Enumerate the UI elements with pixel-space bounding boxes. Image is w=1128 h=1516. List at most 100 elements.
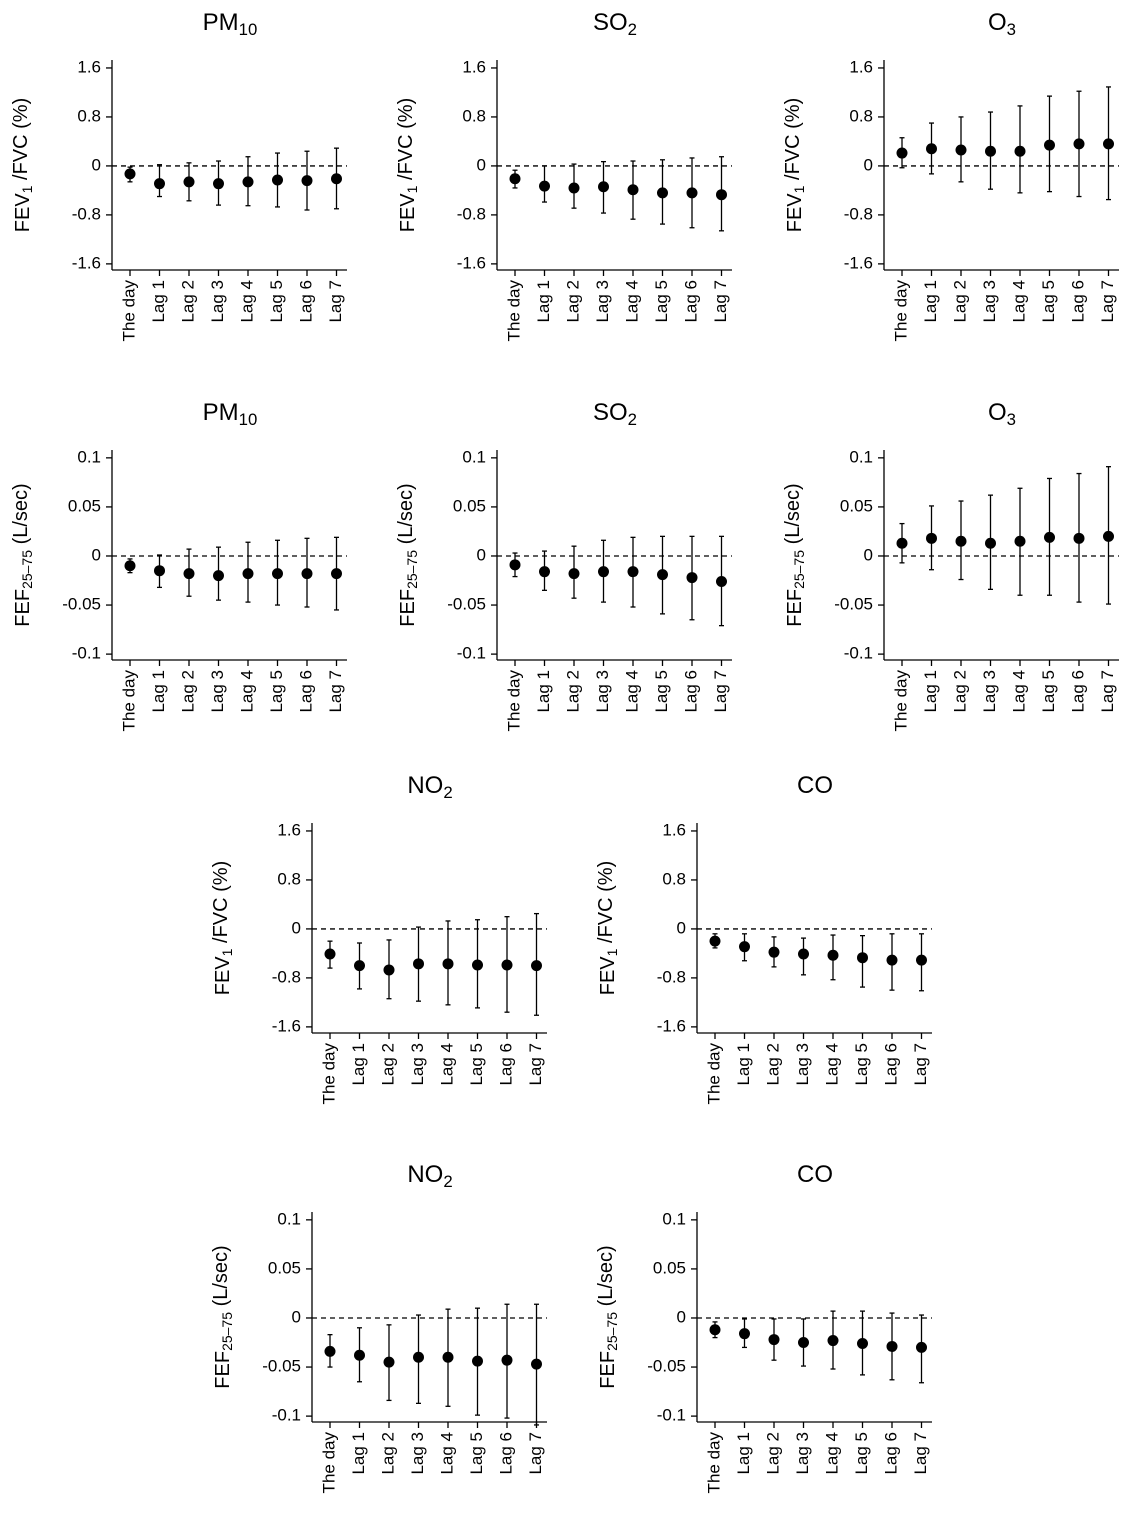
y-axis-label: FEF25–75 (L/sec) [210, 1245, 234, 1388]
point [955, 144, 967, 156]
x-tick-label: Lag 3 [208, 670, 227, 713]
x-tick-label: Lag 3 [793, 1432, 812, 1475]
x-tick-label: Lag 6 [681, 280, 700, 323]
y-tick-label: -0.8 [272, 967, 301, 986]
x-tick-label: Lag 7 [526, 1043, 545, 1086]
point [1044, 531, 1055, 543]
y-tick-label: 0 [677, 1307, 686, 1326]
chart-title: O3 [988, 399, 1016, 429]
point [716, 189, 727, 201]
x-tick-label: Lag 7 [326, 670, 345, 713]
x-tick-label: The day [504, 670, 523, 732]
x-tick-label: The day [119, 670, 138, 732]
x-tick-label: Lag 6 [1068, 670, 1087, 713]
y-tick-label: -1.6 [72, 253, 101, 272]
x-tick-label: Lag 1 [349, 1043, 368, 1086]
point [539, 180, 550, 192]
x-tick-label: Lag 6 [496, 1432, 515, 1475]
chart-title-part: O [988, 9, 1007, 36]
y-tick-label: -0.1 [72, 644, 101, 663]
y-axis-label-part: FEV [397, 193, 419, 233]
x-tick-label: Lag 4 [822, 1432, 841, 1475]
point [985, 537, 996, 549]
point [324, 948, 336, 960]
chart-title-part: SO [593, 9, 628, 36]
chart-title-part: 2 [628, 20, 637, 39]
y-tick-label: 1.6 [462, 57, 486, 76]
y-tick-label: -0.05 [647, 1357, 686, 1376]
x-tick-label: Lag 7 [1098, 670, 1117, 713]
x-tick-label: Lag 5 [652, 280, 671, 323]
y-tick-label: 0.8 [77, 106, 101, 125]
chart-title-part: 3 [1007, 20, 1016, 39]
point [442, 1351, 454, 1363]
x-tick-label: Lag 6 [296, 280, 315, 323]
point [896, 537, 908, 549]
point [926, 532, 937, 544]
point [857, 1337, 868, 1349]
x-tick-label: Lag 4 [1009, 280, 1028, 323]
chart-title-part: CO [797, 772, 833, 799]
point [213, 178, 224, 190]
y-axis-label-part: FEV [12, 193, 34, 233]
x-tick-label: Lag 4 [437, 1432, 456, 1475]
chart-title-part: 10 [239, 410, 258, 429]
point [739, 1328, 750, 1340]
chart-title-part: 2 [443, 783, 452, 802]
x-tick-label: Lag 6 [496, 1043, 515, 1086]
chart-title-part: NO [407, 772, 443, 799]
x-tick-label: Lag 2 [763, 1432, 782, 1475]
point [1103, 530, 1114, 542]
x-tick-label: Lag 5 [267, 670, 286, 713]
x-tick-label: Lag 5 [652, 670, 671, 713]
y-axis-label-part: FEV [212, 956, 234, 996]
x-tick-label: The day [319, 1043, 338, 1105]
point [739, 941, 750, 953]
y-tick-label: 0.8 [849, 106, 873, 125]
chart-title-part: 10 [239, 20, 258, 39]
x-tick-label: Lag 4 [622, 280, 641, 323]
x-tick-label: Lag 3 [793, 1043, 812, 1086]
y-tick-label: 1.6 [277, 820, 301, 839]
y-tick-label: 0.1 [462, 447, 486, 466]
point [598, 181, 609, 193]
y-axis-label-part: 1 [404, 185, 420, 193]
x-tick-label: The day [504, 280, 523, 342]
y-tick-label: 0.05 [653, 1258, 686, 1277]
point [627, 566, 639, 578]
y-axis-label-part: (L/sec) [782, 483, 804, 550]
chart-title-part: PM [203, 9, 239, 36]
x-tick-label: Lag 2 [563, 670, 582, 713]
x-tick-label: Lag 7 [326, 280, 345, 323]
x-tick-label: Lag 7 [711, 280, 730, 323]
point [709, 935, 721, 947]
y-tick-label: 0 [92, 155, 101, 174]
point [657, 569, 668, 581]
point [798, 1337, 809, 1349]
x-tick-label: Lag 6 [881, 1043, 900, 1086]
x-tick-label: Lag 4 [1009, 670, 1028, 713]
y-axis-label-part: /FVC (%) [395, 98, 417, 186]
y-tick-label: -0.1 [844, 644, 873, 663]
y-axis-label-part: 25–75 [791, 550, 807, 589]
y-tick-label: -0.05 [262, 1357, 301, 1376]
y-tick-label: -0.05 [834, 595, 873, 614]
x-tick-label: Lag 2 [950, 280, 969, 323]
y-axis-label-part: (L/sec) [10, 483, 32, 550]
y-axis-label: FEV1 /FVC (%) [395, 98, 419, 232]
x-tick-label: Lag 4 [237, 280, 256, 323]
point [272, 174, 283, 186]
chart-title: CO [797, 1161, 833, 1188]
y-axis-label: FEF25–75 (L/sec) [395, 483, 419, 626]
point [183, 176, 195, 188]
x-tick-label: Lag 1 [349, 1432, 368, 1475]
x-tick-label: Lag 1 [921, 280, 940, 323]
x-tick-label: The day [704, 1043, 723, 1105]
x-tick-label: Lag 5 [852, 1432, 871, 1475]
x-tick-label: Lag 2 [950, 670, 969, 713]
x-tick-label: Lag 2 [178, 280, 197, 323]
y-tick-label: 0.1 [77, 447, 101, 466]
point [183, 568, 195, 580]
y-tick-label: -1.6 [457, 253, 486, 272]
